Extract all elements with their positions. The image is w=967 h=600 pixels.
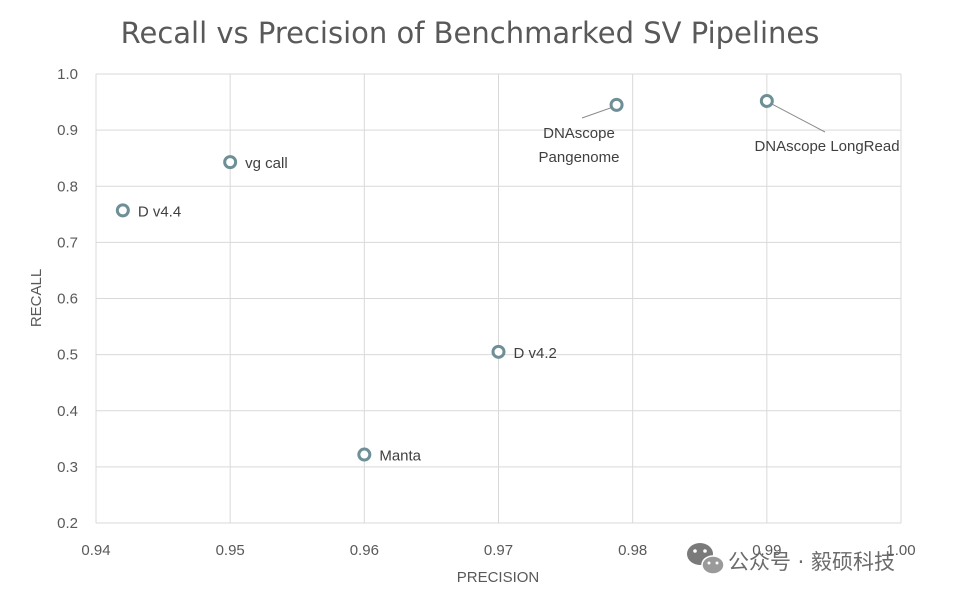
wechat-icon	[687, 543, 725, 575]
x-tick-label: 0.95	[216, 542, 245, 559]
data-point: D v4.2	[491, 344, 557, 362]
scatter-marker	[759, 93, 774, 108]
x-axis-title: PRECISION	[457, 569, 540, 586]
point-label: DNAscope Pangenome	[539, 125, 620, 166]
point-label: DNAscope LongRead	[754, 138, 899, 155]
label-leader-line	[581, 106, 614, 119]
y-tick-label: 0.7	[57, 234, 78, 251]
scatter-marker	[491, 344, 506, 359]
x-tick-label: 0.96	[350, 542, 379, 559]
gridlines	[95, 73, 902, 524]
data-point: D v4.4	[115, 203, 181, 220]
watermark-text: 公众号 · 毅硕科技	[728, 550, 895, 574]
data-point: DNAscope LongRead	[754, 93, 900, 155]
x-tick-label: 0.99	[752, 542, 781, 559]
y-tick-label: 0.8	[57, 178, 78, 195]
watermark: 公众号 · 毅硕科技	[687, 543, 895, 575]
y-tick-label: 0.3	[57, 459, 78, 476]
data-point: DNAscope Pangenome	[539, 97, 624, 166]
y-axis-title: RECALL	[28, 269, 45, 327]
point-label: D v4.2	[514, 345, 557, 362]
x-tick-label: 0.98	[618, 542, 647, 559]
label-leader-line	[769, 102, 826, 133]
y-tick-label: 0.4	[57, 403, 78, 420]
scatter-marker	[223, 155, 238, 170]
y-tick-label: 0.6	[57, 291, 78, 308]
point-label: Manta	[379, 448, 421, 465]
point-label: D v4.4	[138, 203, 181, 220]
tick-labels: 0.2 0.3 0.4 0.5 0.6 0.7 0.8 0.9 1.0 0.94 0.95 0.96 0…	[57, 66, 915, 559]
y-tick-label: 0.9	[57, 122, 78, 139]
x-tick-label: 0.97	[484, 542, 513, 559]
point-label: vg call	[245, 155, 288, 172]
data-points: D v4.4 vg call Manta D v4.2 DNAscope Pangenom…	[115, 93, 900, 465]
x-tick-label: 1.00	[886, 542, 915, 559]
y-tick-label: 1.0	[57, 66, 78, 83]
chart-title: Recall vs Precision of Benchmarked SV Pi…	[121, 16, 820, 50]
scatter-marker	[115, 203, 130, 218]
data-point: Manta	[357, 447, 422, 465]
scatter-marker	[357, 447, 372, 462]
scatter-marker	[609, 97, 624, 112]
y-tick-label: 0.2	[57, 515, 78, 532]
data-point: vg call	[223, 155, 288, 172]
y-tick-label: 0.5	[57, 347, 78, 364]
x-tick-label: 0.94	[81, 542, 110, 559]
